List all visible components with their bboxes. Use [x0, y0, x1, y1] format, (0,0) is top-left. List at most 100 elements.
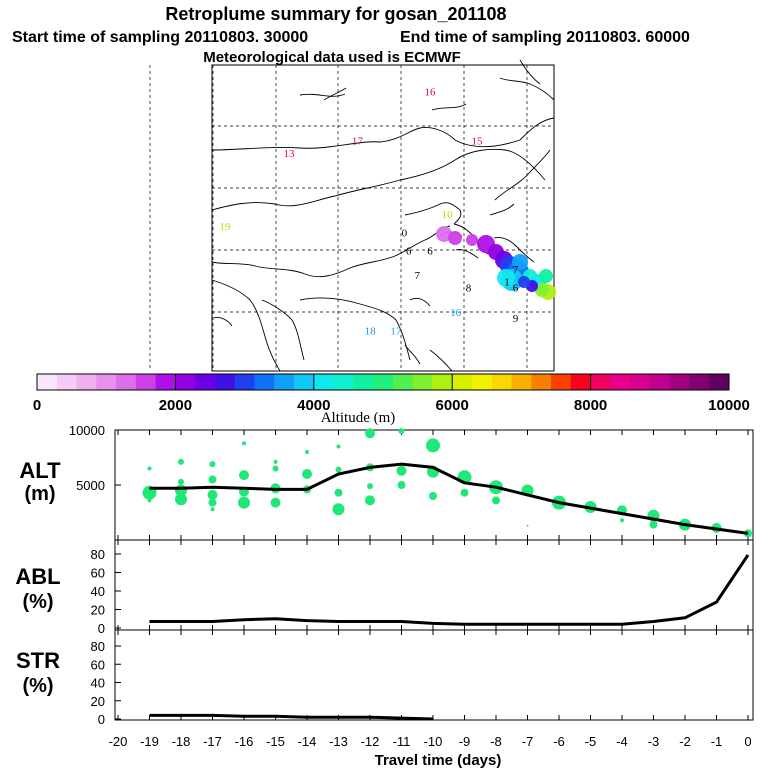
map-day-label: 16 — [450, 307, 462, 319]
map-day-label: 17 — [352, 136, 364, 148]
x-tick-label: -1 — [711, 734, 723, 749]
colorbar-cell — [709, 374, 730, 390]
alt-median-line — [149, 462, 749, 535]
x-tick-label: -2 — [679, 734, 691, 749]
str-x-ticks — [117, 630, 749, 720]
trajectory-plume — [436, 226, 556, 300]
colorbar-cell — [590, 374, 611, 390]
alt-scatter-point — [175, 493, 187, 506]
plume-blob — [466, 234, 478, 246]
x-axis-title: Travel time (days) — [375, 752, 502, 768]
x-tick-label: -15 — [266, 734, 285, 749]
colorbar-cell — [649, 374, 671, 390]
x-tick-label: -4 — [616, 734, 628, 749]
alt-scatter-point — [238, 496, 250, 509]
y-tick-label: 60 — [91, 657, 105, 672]
alt-scatter-point — [305, 450, 309, 454]
str-panel: STR (%) 0 20 40 60 80 — [16, 629, 754, 727]
colorbar-cell — [412, 374, 433, 390]
colorbar-tick-label: 0 — [33, 397, 41, 414]
colorbar-cell — [294, 374, 315, 390]
colorbar-cell — [511, 374, 532, 390]
alt-scatter-point — [239, 470, 249, 481]
colorbar-cell — [195, 374, 216, 390]
map-day-label: 17 — [390, 325, 402, 337]
alt-scatter-point — [208, 475, 217, 484]
map-day-label: 7 — [513, 264, 519, 276]
x-tick-labels: -20 -19 -18 -17 -16 -15 -14 -13 -12 -11 -10 -9 -8 -7-… — [109, 734, 752, 749]
x-tick-label: -3 — [648, 734, 660, 749]
colorbar-cell — [333, 374, 354, 390]
x-tick-label: -7 — [522, 734, 534, 749]
alt-scatter-point — [429, 492, 437, 500]
map-day-label: 16 — [425, 87, 437, 99]
colorbar-frame — [36, 373, 730, 391]
alt-scatter-point — [332, 503, 345, 516]
alt-scatter-point — [396, 465, 407, 476]
map-frame — [211, 64, 555, 372]
colorbar-cells — [36, 374, 730, 390]
x-tick-label: -12 — [361, 734, 380, 749]
alt-scatter-point — [367, 483, 373, 490]
x-tick-label: -17 — [203, 734, 222, 749]
alt-scatter-point — [209, 461, 216, 468]
x-tick-label: -8 — [490, 734, 502, 749]
alt-scatter-point — [526, 524, 529, 527]
y-tick-label: 20 — [91, 694, 105, 709]
colorbar-cell — [214, 374, 236, 390]
alt-scatter-point — [273, 459, 278, 464]
map-day-label: 0 — [402, 227, 408, 239]
map-day-label: 15 — [472, 136, 484, 148]
y-tick-label: 40 — [91, 676, 105, 691]
alt-scatter-point — [365, 428, 375, 439]
x-tick-label: -20 — [109, 734, 128, 749]
str-y-ticks: 0 20 40 60 80 — [91, 639, 121, 727]
y-tick-label: 0 — [98, 621, 105, 636]
alt-scatter-point — [207, 489, 218, 500]
str-frame — [114, 629, 754, 721]
map-day-label: 8 — [466, 282, 472, 294]
y-tick-label: 20 — [91, 603, 105, 618]
colorbar-title: Altitude (m) — [321, 410, 396, 426]
colorbar-cell — [610, 374, 631, 390]
x-tick-label: -5 — [585, 734, 597, 749]
colorbar-cell — [531, 374, 552, 390]
y-tick-label: 40 — [91, 584, 105, 599]
colorbar-tick-label: 2000 — [159, 397, 192, 414]
alt-scatter-point — [334, 488, 343, 497]
x-tick-label: -16 — [235, 734, 254, 749]
colorbar-cell — [313, 374, 334, 390]
end-time: End time of sampling 20110803. 60000 — [400, 29, 690, 46]
alt-scatter-point — [178, 478, 184, 485]
met-data-note: Meteorological data used is ECMWF — [203, 49, 461, 66]
plume-blob — [539, 269, 553, 283]
x-tick-label: -18 — [172, 734, 191, 749]
colorbar-cell — [432, 374, 453, 390]
x-tick-label: -6 — [553, 734, 565, 749]
alt-scatter-point — [335, 466, 342, 473]
map-day-label: 10 — [442, 209, 454, 221]
abl-frame — [114, 539, 754, 631]
colorbar-cell — [570, 374, 591, 390]
map-day-label: 9 — [513, 313, 519, 325]
x-tick-label: -10 — [424, 734, 443, 749]
alt-scatter-point — [302, 469, 312, 479]
colorbar-cell — [56, 374, 77, 390]
alt-scatter-point — [397, 481, 406, 489]
x-tick-label: -11 — [393, 734, 411, 749]
x-tick-label: -13 — [329, 734, 348, 749]
alt-y-ticks: 5000 10000 — [69, 423, 121, 493]
alt-label: ALT — [19, 458, 61, 483]
alt-scatter-point — [398, 428, 405, 435]
alt-scatter-point — [178, 458, 184, 465]
start-time: Start time of sampling 20110803. 30000 — [12, 29, 308, 46]
colorbar-cell — [96, 374, 117, 390]
abl-x-ticks — [117, 540, 749, 630]
str-line — [149, 713, 434, 721]
map-day-label: 7 — [414, 270, 420, 282]
colorbar-cell — [234, 374, 255, 390]
colorbar-cell — [471, 374, 493, 390]
